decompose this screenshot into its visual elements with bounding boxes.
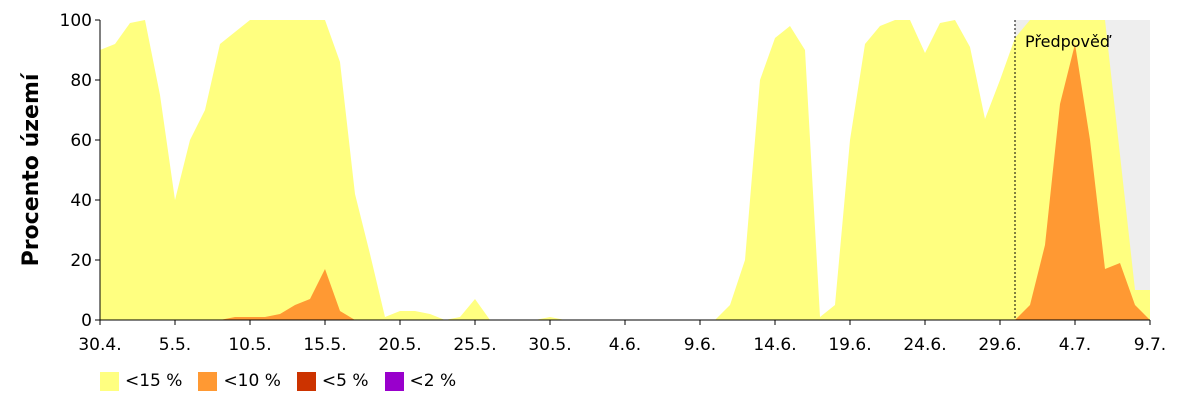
forecast-label: Předpověď — [1025, 32, 1112, 51]
x-tick-label: 9.7. — [1134, 335, 1166, 355]
y-tick-label: 0 — [81, 311, 92, 331]
legend-label: <15 % — [125, 371, 183, 391]
area-series-2 — [100, 44, 1150, 320]
legend-swatch — [100, 371, 119, 391]
x-tick-label: 10.5. — [228, 335, 271, 355]
legend-item-4: <2 % — [384, 371, 457, 391]
x-tick-label: 19.6. — [828, 335, 871, 355]
plot-area — [100, 20, 1150, 320]
legend-item-1: <15 % — [100, 371, 182, 391]
y-tick-label: 80 — [70, 71, 92, 91]
x-tick-label: 14.6. — [753, 335, 796, 355]
x-tick-label: 29.6. — [978, 335, 1021, 355]
x-tick-label: 4.7. — [1059, 335, 1091, 355]
x-tick-label: 25.5. — [453, 335, 496, 355]
x-tick-label: 24.6. — [903, 335, 946, 355]
chart-svg: 0 20 40 60 80 100 30.4. 5.5. 10.5. 15.5. 20.5. 25.5… — [19, 11, 1167, 355]
legend-swatch — [384, 371, 404, 391]
y-tick-label: 20 — [70, 251, 92, 271]
legend: <15 % <10 % <5 % <2 % — [100, 368, 472, 394]
y-tick-label: 40 — [70, 191, 92, 211]
x-tick-label: 15.5. — [303, 335, 346, 355]
x-tick-label: 30.4. — [78, 335, 121, 355]
legend-label: <5 % — [321, 371, 369, 391]
x-tick-label: 9.6. — [684, 335, 716, 355]
y-axis-title: Procento území — [19, 72, 44, 266]
x-tick-label: 30.5. — [528, 335, 571, 355]
legend-swatch — [296, 371, 316, 391]
y-tick-label: 100 — [60, 11, 92, 31]
legend-label: <10 % — [223, 371, 281, 391]
x-tick-label: 4.6. — [609, 335, 641, 355]
y-tick-label: 60 — [70, 131, 92, 151]
legend-swatch — [198, 371, 218, 391]
legend-item-3: <5 % — [296, 371, 369, 391]
axes: 0 20 40 60 80 100 30.4. 5.5. 10.5. 15.5. 20.5. 25.5… — [60, 11, 1167, 355]
area-series-1 — [100, 20, 1150, 320]
legend-item-2: <10 % — [198, 371, 281, 391]
legend-label: <2 % — [409, 371, 457, 391]
x-tick-label: 20.5. — [378, 335, 421, 355]
x-tick-label: 5.5. — [159, 335, 191, 355]
